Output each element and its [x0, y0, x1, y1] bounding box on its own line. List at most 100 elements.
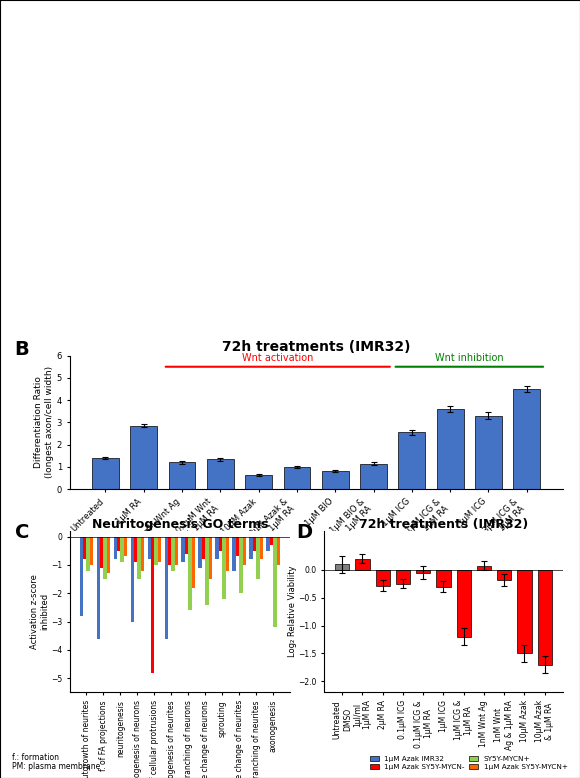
Bar [100, 537, 103, 568]
Bar [226, 537, 229, 570]
Bar [260, 537, 263, 559]
FancyBboxPatch shape [350, 53, 454, 160]
Bar [416, 570, 430, 573]
Text: 10μM Azak &
1μM RA: 10μM Azak & 1μM RA [479, 289, 541, 308]
Bar [222, 537, 226, 599]
Bar [90, 537, 93, 565]
Bar [141, 537, 144, 570]
Bar [205, 537, 209, 605]
Bar [497, 570, 512, 580]
Text: 0.1μM Wnt Ag.1: 0.1μM Wnt Ag.1 [253, 38, 335, 47]
Bar [151, 537, 154, 673]
Text: PM: plasma membrane: PM: plasma membrane [12, 762, 100, 772]
Text: 3μM ICG-001: 3μM ICG-001 [46, 38, 110, 47]
Bar [253, 537, 256, 551]
Bar [270, 537, 273, 545]
Y-axis label: Activation z-score
inhibited: Activation z-score inhibited [30, 574, 49, 649]
Bar [198, 537, 202, 568]
Bar [130, 537, 134, 622]
Bar [107, 537, 110, 573]
Bar [121, 537, 124, 562]
Bar [124, 537, 127, 556]
Text: 10μM Azak: 10μM Azak [482, 38, 538, 47]
Bar [233, 537, 236, 570]
Text: 1μM BIO &
1μM RA: 1μM BIO & 1μM RA [377, 289, 427, 308]
Bar [456, 570, 471, 636]
Bar [538, 570, 552, 664]
Bar [256, 537, 260, 579]
Bar [83, 537, 86, 559]
Bar [475, 415, 502, 489]
Bar [130, 426, 157, 489]
Y-axis label: Differentiation Ratio
(longest axon/cell width): Differentiation Ratio (longest axon/cell… [34, 366, 54, 478]
FancyBboxPatch shape [241, 53, 346, 160]
Bar [209, 537, 212, 579]
Bar [284, 467, 310, 489]
Text: Wnt activation: Wnt activation [242, 353, 313, 363]
Bar [175, 537, 178, 565]
Text: Control: Control [167, 38, 205, 47]
Bar [92, 458, 119, 489]
Bar [168, 537, 171, 565]
Bar [236, 537, 239, 556]
Bar [396, 570, 410, 584]
Text: 72h treatments (IMR32): 72h treatments (IMR32) [187, 26, 393, 41]
Bar [79, 537, 83, 616]
Bar [249, 537, 253, 559]
Bar [154, 537, 158, 565]
Text: B: B [14, 340, 29, 359]
Bar [266, 537, 270, 551]
Bar [277, 537, 280, 565]
Legend: 1μM Azak IMR32, 1μM Azak SY5Y-MYCN-, SY5Y-MYCN+, 1μM Azak SY5Y-MYCN+: 1μM Azak IMR32, 1μM Azak SY5Y-MYCN-, SY5… [367, 753, 571, 773]
Bar [169, 462, 195, 489]
Bar [147, 537, 151, 559]
Bar [376, 570, 390, 586]
FancyBboxPatch shape [350, 175, 454, 282]
Bar [137, 537, 141, 579]
Bar [477, 566, 491, 570]
Bar [215, 537, 219, 559]
Text: Wnt inhibition: Wnt inhibition [435, 353, 503, 363]
Bar [97, 537, 100, 639]
Bar [398, 433, 425, 489]
Y-axis label: Log₂ Relative Viability: Log₂ Relative Viability [288, 566, 297, 657]
Bar [134, 537, 137, 562]
Title: Neuritogenesis GO terms: Neuritogenesis GO terms [92, 518, 268, 531]
FancyBboxPatch shape [458, 53, 562, 160]
Bar [356, 559, 369, 570]
Bar [517, 570, 531, 654]
Bar [158, 537, 161, 562]
FancyBboxPatch shape [26, 53, 130, 160]
FancyBboxPatch shape [458, 175, 562, 282]
Bar [202, 537, 205, 559]
Title: 72h treatments (IMR32): 72h treatments (IMR32) [222, 341, 411, 355]
Bar [360, 464, 387, 489]
Text: 1μM BIO: 1μM BIO [380, 38, 423, 47]
Bar [436, 570, 451, 587]
Bar [322, 471, 349, 489]
Bar [437, 409, 463, 489]
Bar [219, 537, 222, 551]
Bar [117, 537, 121, 551]
Bar [245, 475, 272, 489]
Bar [86, 537, 90, 570]
Bar [513, 389, 540, 489]
Bar [191, 537, 195, 587]
Bar [165, 537, 168, 639]
Bar [171, 537, 175, 570]
FancyBboxPatch shape [26, 175, 130, 282]
Bar [103, 537, 107, 579]
Bar [273, 537, 277, 627]
Title: 72h treatments (IMR32): 72h treatments (IMR32) [359, 518, 528, 531]
Bar [114, 537, 117, 559]
Bar [207, 459, 234, 489]
Text: A: A [17, 26, 32, 45]
Text: C: C [14, 524, 29, 542]
Text: f.: formation: f.: formation [12, 753, 59, 762]
Bar [239, 537, 242, 594]
Bar [242, 537, 246, 565]
Bar [335, 564, 349, 570]
Bar [185, 537, 188, 554]
Text: 3μM ICG-001 &
1 μM RA: 3μM ICG-001 & 1 μM RA [43, 289, 113, 308]
FancyBboxPatch shape [133, 175, 238, 282]
